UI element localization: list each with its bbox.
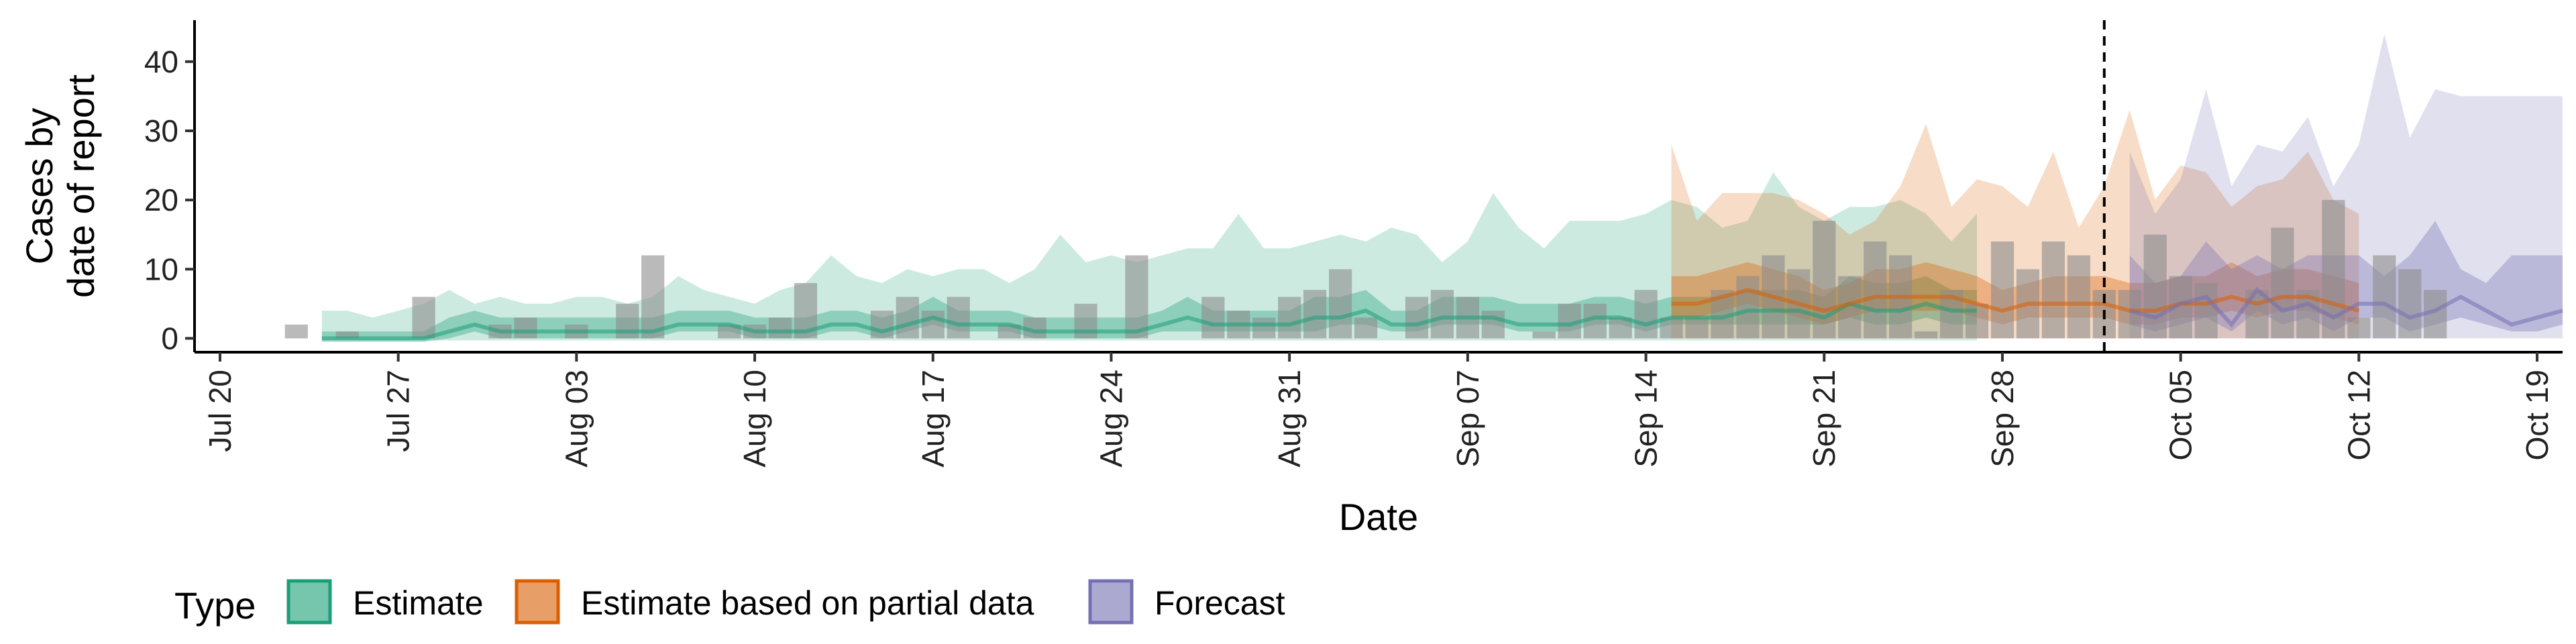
reported-case-bar bbox=[896, 297, 919, 339]
reported-case-bar bbox=[412, 297, 435, 339]
reported-case-bar bbox=[2067, 255, 2090, 339]
x-tick-label: Aug 03 bbox=[559, 370, 594, 468]
legend-label-forecast: Forecast bbox=[1155, 584, 1285, 622]
reported-case-bar bbox=[2398, 269, 2422, 339]
estimate-based-on-partial-data-median-line bbox=[1671, 288, 2360, 313]
x-tick-label: Jul 20 bbox=[203, 370, 237, 452]
reported-case-bar bbox=[921, 311, 945, 339]
y-axis-title-line2: date of report bbox=[60, 74, 102, 299]
x-tick-label: Oct 05 bbox=[2163, 370, 2198, 461]
legend-title: Type bbox=[174, 584, 256, 627]
reported-case-bar bbox=[1278, 297, 1301, 339]
reported-case-bar bbox=[1634, 290, 1658, 339]
x-tick-label: Sep 28 bbox=[1985, 370, 2020, 468]
reported-case-bar bbox=[335, 331, 359, 339]
reported-case-bar bbox=[1481, 311, 1505, 339]
x-tick-label: Oct 19 bbox=[2520, 370, 2555, 461]
reported-case-bar bbox=[1252, 317, 1276, 339]
y-tick-label: 30 bbox=[144, 113, 178, 148]
x-tick-label: Aug 24 bbox=[1094, 370, 1129, 468]
y-tick-label: 0 bbox=[161, 321, 178, 356]
legend-key-estimate-based-on-partial-data bbox=[515, 579, 560, 625]
y-axis-title-line1: Cases by bbox=[18, 108, 60, 264]
x-tick-label: Sep 14 bbox=[1629, 370, 1664, 468]
reported-case-bar bbox=[1329, 269, 1352, 339]
reported-case-bar bbox=[1990, 241, 2015, 339]
legend-label-estimate: Estimate bbox=[353, 584, 484, 622]
reported-case-bar bbox=[2347, 317, 2371, 339]
reported-case-bar bbox=[1201, 297, 1225, 339]
reported-case-bar bbox=[1685, 317, 1709, 339]
x-tick-label: Jul 27 bbox=[381, 370, 416, 452]
reported-case-bar bbox=[1354, 317, 1378, 339]
reported-case-bar bbox=[641, 255, 665, 339]
reported-case-bar bbox=[947, 297, 970, 339]
x-tick-label: Sep 07 bbox=[1450, 370, 1485, 468]
y-tick-label: 40 bbox=[144, 44, 178, 79]
reported-case-bar bbox=[1125, 255, 1148, 339]
axes bbox=[193, 20, 2563, 354]
reported-case-bar bbox=[1736, 276, 1760, 339]
forecast-inner-band bbox=[2129, 221, 2563, 332]
tick-labels: 0 10 20 30 40 Jul 20 Jul 27 Aug 03 Aug 10 Aug 17 A… bbox=[144, 44, 2555, 468]
y-tick-label: 10 bbox=[144, 252, 178, 286]
forecast-outer-band bbox=[2129, 34, 2563, 339]
reported-case-bar bbox=[2041, 241, 2065, 339]
reported-case-bar bbox=[1864, 241, 1887, 339]
reported-case-bar bbox=[1813, 221, 1836, 339]
reported-case-bar bbox=[1405, 297, 1429, 339]
y-tick-label: 20 bbox=[144, 182, 178, 217]
legend-key-estimate bbox=[286, 579, 332, 625]
reported-case-bar bbox=[1532, 331, 1556, 339]
forecast-median-line bbox=[2129, 286, 2563, 328]
reported-case-bar bbox=[284, 324, 308, 339]
x-tick-label: Sep 21 bbox=[1807, 370, 1841, 468]
reported-case-bar bbox=[870, 311, 894, 339]
reported-case-bar bbox=[1430, 290, 1454, 339]
x-tick-label: Oct 12 bbox=[2341, 370, 2376, 461]
reported-case-bar bbox=[1915, 331, 1938, 339]
estimate-outer-band bbox=[321, 172, 1977, 341]
reported-case-bar bbox=[2271, 227, 2294, 339]
legend: Type Estimate Estimate based on partial d… bbox=[174, 579, 1285, 627]
reported-case-bars bbox=[284, 200, 2447, 339]
legend-key-forecast bbox=[1088, 579, 1134, 625]
reported-case-bar bbox=[768, 317, 792, 339]
x-axis-title: Date bbox=[1339, 496, 1418, 538]
x-tick-label: Aug 31 bbox=[1272, 370, 1307, 468]
x-tick-label: Aug 10 bbox=[737, 370, 772, 468]
reported-case-bar bbox=[2143, 234, 2167, 339]
reported-case-bar bbox=[2194, 282, 2218, 339]
x-tick-label: Aug 17 bbox=[916, 370, 951, 468]
estimate-median-line bbox=[321, 301, 1977, 341]
reported-case-bar bbox=[2373, 255, 2396, 339]
reported-case-bar bbox=[1303, 290, 1327, 339]
median-lines bbox=[321, 286, 2563, 341]
legend-label-estimate-based-on-partial-data: Estimate based on partial data bbox=[581, 584, 1034, 622]
reported-case-bar bbox=[514, 317, 537, 339]
